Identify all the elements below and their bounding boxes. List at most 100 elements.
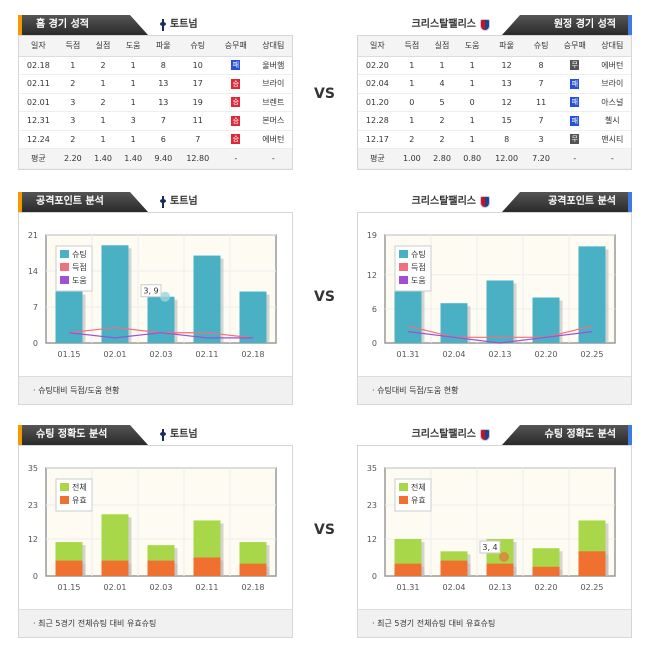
y-tick-label: 35 (28, 464, 38, 473)
average-row: 평균 1.00 2.80 0.80 12.00 7.20- - (358, 148, 631, 169)
cell-opp: 에버턴 (254, 130, 292, 149)
bar-유효 (532, 566, 560, 576)
table-row: 12.28 1 2 1 15 7 패 첼시 (358, 111, 631, 131)
table-row: 01.20 0 5 0 12 11 패 아스널 (358, 93, 631, 112)
cell-opp: 브렌트 (254, 93, 292, 112)
table-row: 02.01 3 2 1 13 19 승 브렌트 (19, 93, 292, 112)
cell-shots: 19 (178, 93, 218, 112)
column-header: 일자 (19, 36, 58, 57)
vs-label: VS (314, 289, 335, 305)
crystal-palace-crest-icon (480, 429, 490, 441)
result-badge: 승 (231, 134, 241, 145)
home-attack-title: 공격포인트 분석 (18, 192, 148, 212)
cell-foul: 8 (487, 130, 526, 149)
y-tick-label: 23 (28, 501, 38, 510)
cell-shots: 3 (526, 130, 557, 149)
bar-유효 (101, 560, 129, 576)
table-header-row: 일자 득점 실점 도움 파울 슈팅 승무패 상대팀 (19, 36, 292, 57)
cell-shots: 7 (526, 74, 557, 94)
x-tick-label: 02.13 (489, 583, 512, 592)
away-attack-footer: · 슈팅대비 득점/도움 현황 (358, 376, 631, 404)
away-accuracy-panel: 크리스탈팰리스 슈팅 정확도 분석 0 12 23 35 01.31 02.04 02.13… (357, 425, 632, 638)
home-attack-chart: 0 7 14 21 01.15 02.01 02.03 02.11 02.18 슈팅 득점 도움 3, … (19, 213, 292, 376)
table-row: 02.11 2 1 1 13 17 승 브라이 (19, 74, 292, 94)
cell-gf: 0 (396, 93, 427, 112)
home-accuracy-chart: 0 12 23 35 01.15 02.01 02.03 02.11 02.18 전체 유효 (19, 446, 292, 609)
cell-date: 02.20 (358, 56, 397, 75)
cell-opp: 브라이 (593, 74, 631, 94)
column-header: 득점 (57, 36, 88, 57)
vs-label: VS (314, 86, 335, 102)
away-record-title: 원정 경기 성적 (502, 15, 632, 35)
result-badge: 패 (231, 60, 241, 71)
cell-foul: 13 (148, 93, 179, 112)
home-attack-footer: · 슈팅대비 득점/도움 현황 (19, 376, 292, 404)
bar-슈팅 (147, 296, 175, 343)
y-tick-label: 0 (33, 339, 38, 348)
legend-swatch (399, 483, 408, 491)
cell-ga: 4 (426, 74, 458, 94)
column-header: 슈팅 (178, 36, 218, 57)
avg-foul: 12.00 (487, 148, 526, 169)
column-header: 실점 (87, 36, 119, 57)
x-tick-label: 02.03 (150, 583, 173, 592)
bar-슈팅 (486, 280, 514, 343)
bar-슈팅 (394, 286, 422, 343)
avg-result: - (556, 148, 594, 169)
x-tick-label: 02.11 (196, 583, 219, 592)
avg-gf: 2.20 (57, 148, 88, 169)
avg-ast: 0.80 (457, 148, 488, 169)
away-team-label: 크리스탈팰리스 (412, 15, 490, 35)
tooltip-text: 3, 9 (143, 287, 158, 296)
line-득점 (407, 325, 593, 338)
bar-유효 (394, 563, 422, 576)
away-team-label: 크리스탈팰리스 (412, 425, 490, 445)
away-accuracy-chart: 0 12 23 35 01.31 02.04 02.13 02.20 02.25 전체 유효 3, 4 (358, 446, 631, 609)
cell-date: 02.04 (358, 74, 397, 94)
x-tick-label: 02.13 (489, 350, 512, 359)
legend-swatch (399, 263, 408, 271)
column-header: 승무패 (556, 36, 594, 57)
y-tick-label: 12 (367, 271, 377, 280)
legend-label: 득점 (72, 262, 87, 272)
home-accuracy-footer: · 최근 5경기 전체슈팅 대비 유효슈팅 (19, 609, 292, 637)
cell-gf: 2 (396, 130, 427, 149)
x-tick-label: 02.11 (196, 350, 219, 359)
cell-opp: 아스널 (593, 93, 631, 112)
cell-ga: 1 (87, 130, 119, 149)
cell-foul: 13 (148, 74, 179, 94)
avg-ga: 1.40 (87, 148, 119, 169)
away-attack-panel: 크리스탈팰리스 공격포인트 분석 0 6 12 19 01.31 02.04 02.13 02… (357, 192, 632, 405)
cell-ast: 1 (118, 74, 149, 94)
legend-label: 전체 (72, 482, 87, 492)
cell-shots: 10 (178, 56, 218, 75)
avg-label: 평균 (358, 148, 397, 169)
column-header: 파울 (487, 36, 526, 57)
legend-swatch (60, 250, 69, 258)
cell-shots: 7 (178, 130, 218, 149)
column-header: 승무패 (217, 36, 255, 57)
bar-슈팅 (193, 255, 221, 343)
cell-gf: 2 (57, 130, 88, 149)
bar-슈팅 (239, 291, 267, 343)
vs-label: VS (314, 522, 335, 538)
cell-gf: 3 (57, 111, 88, 131)
avg-ast: 1.40 (118, 148, 149, 169)
legend-label: 슈팅 (411, 249, 426, 259)
avg-opp: - (593, 148, 631, 169)
y-tick-label: 21 (28, 231, 38, 240)
home-accuracy-title: 슈팅 정확도 분석 (18, 425, 148, 445)
home-team-label: 토트넘 (160, 425, 198, 445)
home-team-label: 토트넘 (160, 192, 198, 212)
result-badge: 승 (231, 78, 241, 89)
line-도움 (68, 332, 253, 339)
cell-opp: 첼시 (593, 111, 631, 131)
legend-label: 득점 (411, 262, 426, 272)
result-badge: 패 (570, 78, 580, 89)
away-record-table: 일자 득점 실점 도움 파울 슈팅 승무패 상대팀 02.20 1 1 1 12 8 무 에버턴 02.04 1 4… (358, 36, 631, 169)
cell-date: 12.28 (358, 111, 397, 131)
x-tick-label: 02.01 (104, 583, 127, 592)
table-row: 02.20 1 1 1 12 8 무 에버턴 (358, 56, 631, 75)
cell-opp: 맨시티 (593, 130, 631, 149)
